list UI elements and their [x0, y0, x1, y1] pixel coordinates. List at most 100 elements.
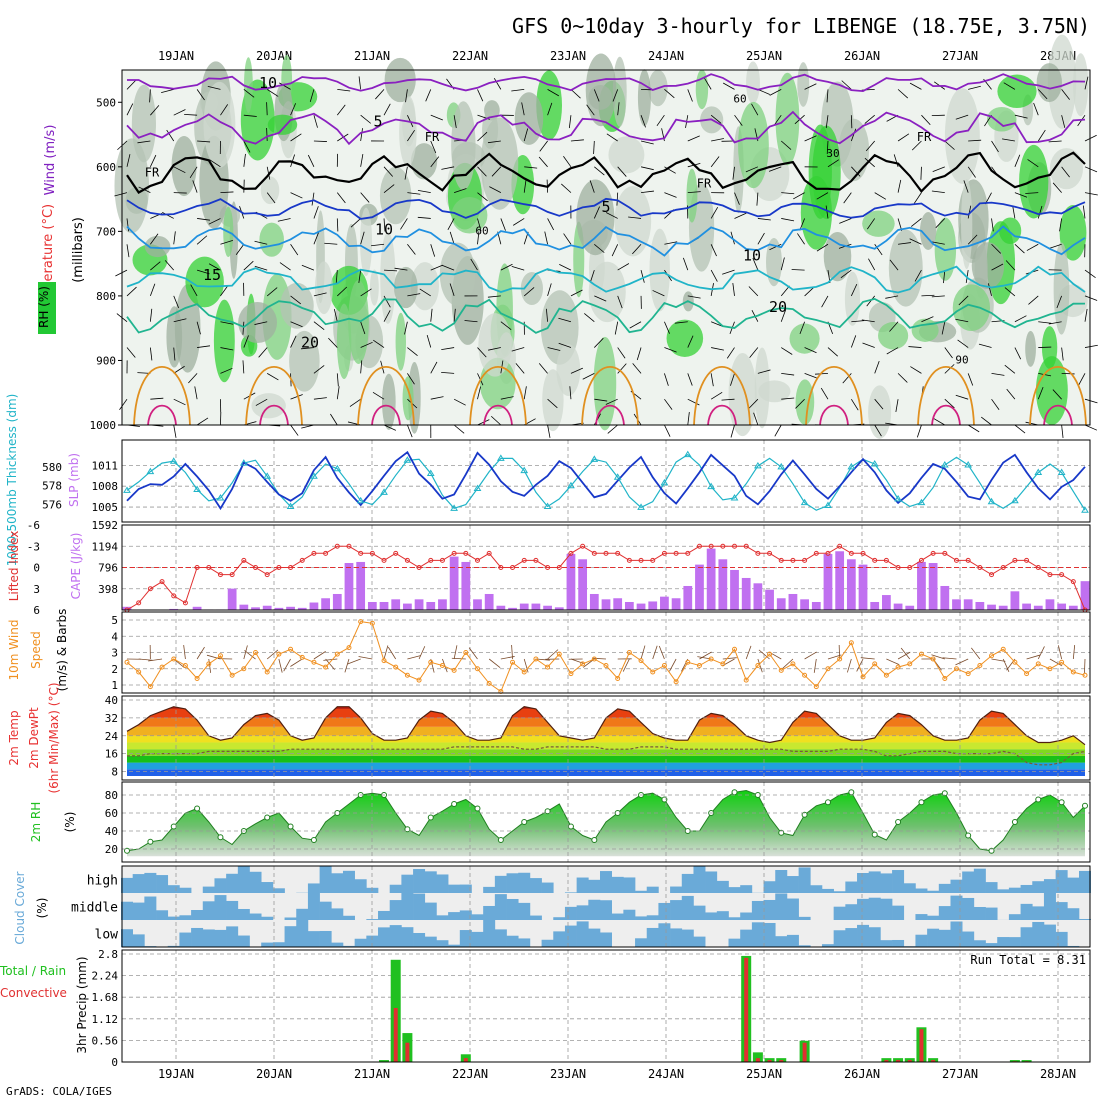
wind-barb	[889, 321, 899, 332]
cape-bar	[344, 563, 354, 610]
wind-barb	[943, 270, 946, 284]
wind-barb	[1025, 192, 1039, 194]
wind-barb	[313, 397, 327, 400]
wind-barb	[594, 398, 608, 402]
wind-barb	[547, 218, 555, 231]
slp-tick-label: 1008	[92, 480, 119, 493]
wind-barb	[149, 308, 153, 322]
wind-barb	[220, 367, 233, 374]
humidity-patch	[967, 183, 984, 208]
wind-speed-point	[486, 680, 492, 686]
cape-bar	[1057, 603, 1067, 610]
wind-barb	[149, 347, 153, 361]
cape-bar	[1068, 605, 1078, 610]
cloud-cover-bar	[763, 922, 776, 947]
cape-bar	[882, 595, 891, 610]
surface-wind-barb	[827, 654, 842, 660]
thickness-point	[987, 497, 996, 505]
cloud-cover-bar	[927, 915, 940, 920]
cloud-cover-bar	[915, 888, 928, 893]
wind-barb	[780, 140, 792, 150]
cape-bar	[274, 607, 284, 610]
wind-speed-point	[124, 659, 130, 665]
cloud-cover-bar	[448, 944, 461, 947]
rh-point	[124, 847, 130, 854]
cape-bar	[706, 548, 716, 610]
wind-barb	[493, 77, 502, 90]
wind-barb	[220, 347, 234, 351]
humidity-patch	[576, 179, 615, 256]
wind-barb	[360, 192, 370, 203]
lifted-index-point	[521, 557, 527, 563]
wind-barb	[825, 115, 829, 129]
thickness-point	[356, 496, 365, 504]
wind-speed-point	[580, 661, 586, 667]
cloud-cover-bar	[214, 895, 227, 920]
cloud-cover-bar	[191, 927, 204, 947]
wind-barb	[360, 321, 366, 335]
wind-barb	[850, 283, 858, 297]
surface-wind-barb	[407, 655, 422, 660]
rh-point	[404, 826, 411, 833]
rh-tick-label: 40	[105, 825, 118, 838]
cloud-cover-bar	[775, 936, 788, 947]
wind-barb	[955, 114, 969, 120]
cape-bar	[356, 561, 366, 610]
wind-barb	[470, 258, 478, 271]
run-total-label: Run Total = 8.31	[970, 953, 1086, 967]
cloud-cover-bar	[623, 877, 636, 893]
wind-barb	[243, 114, 257, 117]
cloud-cover-bar	[436, 915, 449, 920]
lifted-index-point	[206, 565, 212, 570]
humidity-patch	[203, 81, 236, 168]
wind-speed-point	[661, 663, 667, 668]
wind-barb	[1084, 295, 1098, 301]
cloud-cover-bar	[518, 902, 531, 920]
cloud-cover-bar	[962, 871, 975, 893]
humidity-patch	[637, 69, 651, 126]
cloud-cover-bar	[296, 920, 309, 947]
cloud-cover-bar	[833, 906, 846, 920]
cloud-cover-bar	[985, 882, 998, 893]
cape-bar	[613, 598, 623, 610]
cloud-cover-bar	[857, 924, 870, 947]
rh-point	[521, 819, 528, 825]
wind-barb	[490, 415, 502, 426]
rh-tick-label: 20	[105, 843, 118, 856]
wind-barb	[916, 424, 922, 438]
lifted-index-point	[159, 579, 165, 585]
wind-barb	[360, 360, 363, 374]
wind-barb	[963, 180, 969, 193]
thickness-point	[753, 461, 762, 469]
rh-point	[941, 790, 948, 797]
humidity-patch	[213, 299, 235, 383]
slp-tick-label: 1011	[92, 459, 119, 472]
wind-barb	[1014, 154, 1021, 167]
cloud-cover-bar	[1067, 945, 1080, 947]
wind-barb	[477, 166, 487, 177]
lifted-index-point	[545, 565, 551, 570]
wind-barb	[769, 243, 782, 251]
rh2m-unit-label: (%)	[63, 812, 77, 833]
wind-barb	[360, 153, 364, 167]
thickness-point	[613, 473, 622, 480]
wind-barb	[324, 242, 338, 245]
pressure-tick-label: 800	[96, 290, 116, 303]
wind-barb	[781, 347, 793, 355]
cape-bar	[1033, 605, 1043, 610]
cloud-cover-bar	[483, 920, 496, 947]
wind-barb	[407, 424, 413, 438]
cloud-cover-bar	[202, 886, 215, 893]
precip-tick-label: 1.68	[92, 991, 119, 1004]
pressure-tick-label: 500	[96, 96, 116, 109]
cloud-cover-bar	[471, 914, 484, 920]
cloud-cover-bar	[646, 915, 659, 920]
wind-barb	[804, 83, 817, 90]
wind-barb	[710, 373, 714, 387]
wind-barb	[1026, 243, 1039, 251]
cloud-cover-bar	[156, 910, 169, 920]
wind-barb	[197, 345, 211, 348]
humidity-patch	[384, 57, 416, 103]
temp2m-axis-label: 2m Temp	[7, 710, 21, 765]
wind-barb	[640, 269, 645, 283]
